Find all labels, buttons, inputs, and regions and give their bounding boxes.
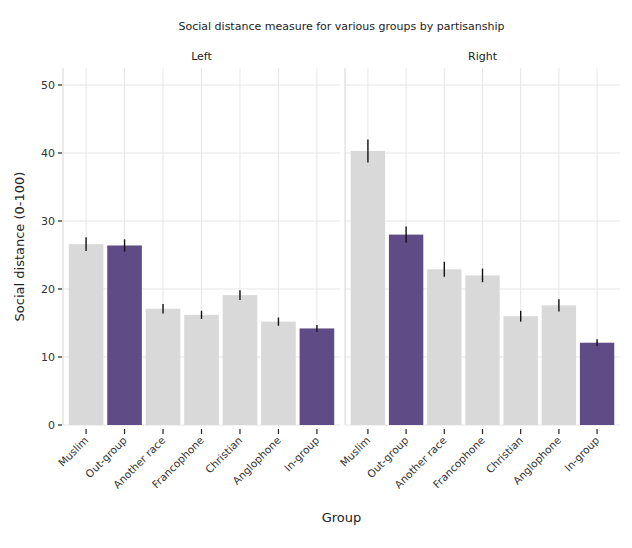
x-tick-label: Anglophone	[510, 434, 563, 487]
bar	[146, 309, 181, 425]
x-tick	[162, 429, 163, 434]
bar	[427, 269, 461, 425]
error-bar	[520, 311, 521, 322]
x-tick-label: Francophone	[150, 434, 206, 490]
facet-label: Right	[468, 50, 498, 63]
x-tick-label: Anglophone	[230, 434, 283, 487]
bar	[300, 328, 335, 425]
bar	[465, 275, 499, 425]
bar	[351, 151, 385, 425]
x-tick-label: Muslim	[338, 434, 373, 469]
panel: Left01020304050MuslimOut-groupAnother ra…	[41, 50, 340, 491]
error-bar	[85, 237, 86, 251]
x-tick	[239, 429, 240, 434]
facet-label: Left	[191, 50, 212, 63]
error-bar	[596, 339, 597, 346]
y-tick-label: 20	[41, 283, 55, 296]
y-axis-title: Social distance (0-100)	[12, 172, 27, 322]
x-tick	[444, 429, 445, 434]
x-tick	[201, 429, 202, 434]
x-tick-label: Francophone	[431, 434, 487, 490]
error-bar	[239, 290, 240, 300]
y-tick-label: 50	[41, 79, 55, 92]
x-axis-title: Group	[322, 510, 362, 525]
chart: Social distance measure for various grou…	[0, 0, 632, 548]
error-bar	[482, 269, 483, 283]
y-tick-label: 30	[41, 215, 55, 228]
y-tick-label: 10	[41, 351, 55, 364]
error-bar	[124, 239, 125, 251]
error-bar	[201, 311, 202, 319]
error-bar	[444, 262, 445, 277]
bar	[107, 245, 142, 425]
y-axis-line	[63, 68, 64, 425]
x-tick	[316, 429, 317, 434]
error-bar	[162, 304, 163, 314]
x-tick	[367, 429, 368, 434]
x-tick-label: In-group	[562, 434, 602, 474]
y-tick	[58, 424, 62, 425]
panel: RightMuslimOut-groupAnother raceFrancoph…	[338, 50, 620, 491]
bar	[542, 305, 576, 425]
error-bar	[558, 299, 559, 311]
bar	[389, 235, 423, 425]
error-bar	[316, 325, 317, 332]
y-tick	[58, 356, 62, 357]
x-tick	[124, 429, 125, 434]
error-bar	[367, 139, 368, 162]
x-tick	[278, 429, 279, 434]
x-tick	[482, 429, 483, 434]
title: Social distance measure for various grou…	[178, 20, 504, 33]
x-tick-label: Muslim	[56, 434, 91, 469]
bar	[223, 295, 258, 425]
error-bar	[405, 226, 406, 242]
marks	[351, 139, 615, 425]
x-tick	[520, 429, 521, 434]
y-tick-label: 40	[41, 147, 55, 160]
bar	[261, 322, 296, 425]
x-tick	[558, 429, 559, 434]
x-tick	[406, 429, 407, 434]
bar	[580, 343, 614, 425]
y-tick	[58, 288, 62, 289]
y-tick	[58, 152, 62, 153]
x-tick-label: In-group	[282, 434, 322, 474]
bar	[69, 244, 104, 425]
y-axis-line	[345, 68, 346, 425]
x-tick	[596, 429, 597, 434]
bar	[184, 315, 219, 425]
bar	[504, 316, 538, 425]
marks	[69, 237, 334, 425]
y-tick	[58, 84, 62, 85]
y-tick-label: 0	[48, 419, 55, 432]
y-tick	[58, 220, 62, 221]
error-bar	[278, 318, 279, 326]
x-tick	[85, 429, 86, 434]
